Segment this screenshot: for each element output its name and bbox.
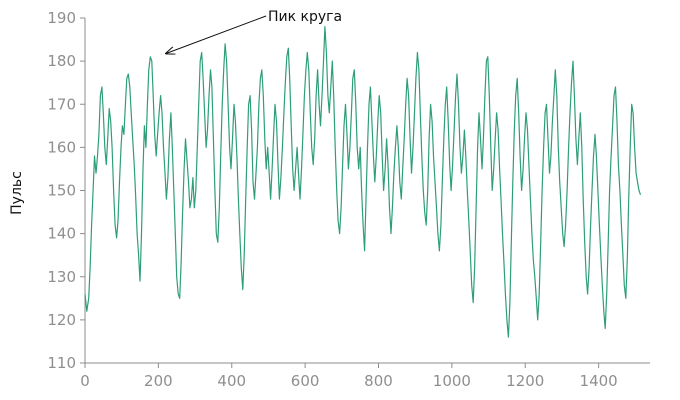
x-tick-label: 1200 (506, 372, 544, 390)
y-tick-label: 180 (47, 52, 76, 70)
x-tick-label: 200 (144, 372, 173, 390)
y-tick-label: 130 (47, 268, 76, 286)
y-tick-label: 140 (47, 225, 76, 243)
annotation-layer: Пик круга (166, 9, 342, 54)
y-tick-label: 160 (47, 138, 76, 156)
series-layer (84, 26, 642, 338)
y-axis-label: Пульс (9, 171, 25, 215)
annotation-arrow (166, 15, 267, 54)
y-tick-label: 120 (47, 311, 76, 329)
heart-rate-series-line (84, 26, 642, 338)
annotation-label: Пик круга (268, 9, 342, 25)
x-tick-label: 800 (364, 372, 393, 390)
axes: 110 120 130 140 150 160 170 180 190 0 200 400 600 800… (47, 9, 650, 390)
x-tick-label: 1400 (580, 372, 618, 390)
y-tick-label: 170 (47, 95, 76, 113)
y-tick-label: 110 (47, 354, 76, 372)
x-tick-label: 1000 (433, 372, 471, 390)
y-tick-label: 150 (47, 182, 76, 200)
x-tick-label: 600 (291, 372, 320, 390)
y-tick-label: 190 (47, 9, 76, 27)
x-tick-label: 400 (217, 372, 246, 390)
x-tick-label: 0 (80, 372, 90, 390)
